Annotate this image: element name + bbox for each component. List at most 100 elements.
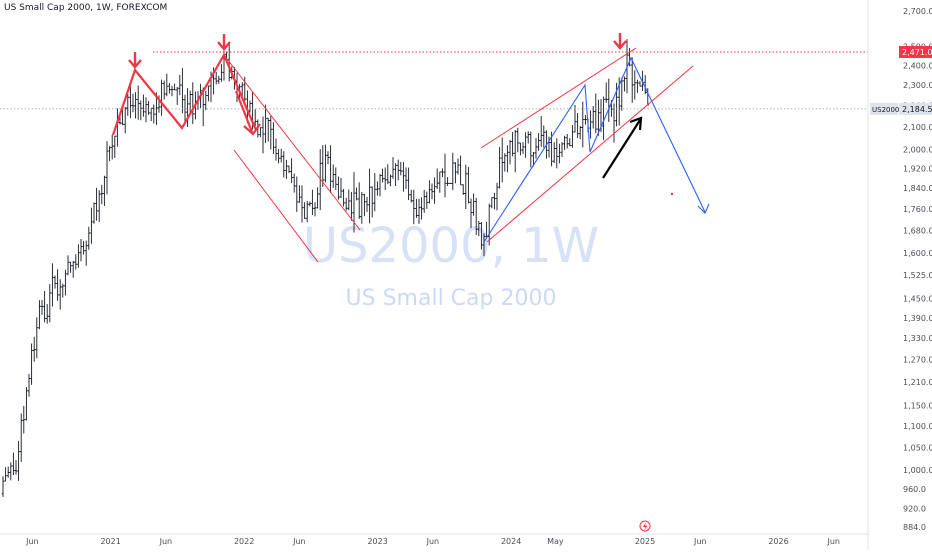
time-axis[interactable]: Jun 2021 Jun 2022 Jun 2023 Jun 2024 May 2025 Jun 20… [25, 537, 840, 546]
ohlc-bar [415, 198, 418, 218]
ohlc-bar [142, 94, 145, 117]
ohlc-bar [576, 113, 579, 138]
time-tick-label: 2024 [501, 537, 521, 546]
price-tick-label: 1,840.0 [903, 184, 932, 193]
ohlc-bar [300, 185, 304, 223]
ohlc-bar [347, 189, 351, 211]
ohlc-bar [27, 374, 31, 397]
time-tick-label: 2021 [100, 537, 120, 546]
ohlc-bar [129, 81, 132, 119]
ohlc-bar [311, 189, 314, 216]
ohlc-bar [422, 189, 426, 213]
ohlc-bar [90, 207, 93, 244]
ohlc-bar [448, 182, 452, 184]
price-axis[interactable]: 2,700.02,500.02,400.02,300.02,200.02,100… [870, 7, 932, 532]
ohlc-bar [342, 188, 345, 207]
ohlc-bar [71, 261, 75, 278]
watermark-description: US Small Cap 2000 [346, 286, 557, 311]
ohlc-bar [147, 100, 150, 115]
price-tick-label: 2,700.0 [903, 7, 932, 16]
ohlc-bar [82, 240, 85, 255]
time-tick-label: Jun [292, 537, 306, 546]
ohlc-bar [168, 82, 171, 94]
arrow-shaft [602, 119, 641, 179]
price-tick-label: 1,390.0 [903, 314, 932, 323]
ohlc-bar [316, 187, 319, 209]
ohlc-bar [121, 109, 124, 126]
ohlc-bar [181, 68, 184, 114]
projection-arrow-head-icon [697, 203, 710, 214]
ohlc-bar [464, 164, 468, 210]
ohlc-bar [136, 85, 140, 120]
ohlc-bar [51, 263, 54, 307]
ohlc-bar [350, 191, 353, 221]
ohlc-bar [480, 222, 483, 250]
ohlc-bar [1, 476, 5, 497]
ohlc-bar [376, 181, 379, 196]
ohlc-bar [144, 97, 148, 123]
ohlc-bar [324, 144, 327, 183]
ohlc-bar [389, 174, 392, 187]
event-lightning-icon[interactable] [639, 520, 651, 532]
ohlc-bar [383, 167, 387, 191]
ohlc-bar [451, 152, 455, 191]
last-price-tag [899, 102, 932, 115]
time-tick-label: 2025 [635, 537, 655, 546]
ohlc-bar [638, 81, 642, 87]
ohlc-bar [97, 190, 101, 222]
ohlc-bar [214, 72, 218, 85]
ohlc-bar [402, 162, 405, 192]
ohlc-bar [337, 176, 340, 200]
ohlc-bar [22, 405, 26, 434]
ohlc-bar [555, 138, 559, 169]
ohlc-bar [334, 167, 338, 191]
ohlc-bar [77, 244, 80, 268]
price-tick-label: 2,000.0 [903, 146, 932, 155]
symbol-legend[interactable]: US Small Cap 2000, 1W, FOREXCOM [4, 3, 168, 13]
time-tick-label: Jun [159, 537, 173, 546]
price-tick-label: 2,100.0 [903, 123, 932, 132]
ohlc-bar [308, 201, 312, 207]
price-tick-label: 1,600.0 [903, 249, 932, 258]
price-tick-label: 1,760.0 [903, 205, 932, 214]
ohlc-bar [399, 161, 403, 176]
ohlc-bar [298, 185, 301, 203]
ohlc-bar [272, 122, 275, 154]
ohlc-bar [113, 135, 117, 158]
ohlc-bar [539, 116, 543, 147]
ohlc-bar [508, 140, 512, 165]
ohlc-bar [373, 173, 377, 212]
ohlc-bar [131, 93, 135, 113]
ohlc-bar [516, 127, 520, 153]
ohlc-bar [248, 100, 252, 113]
ohlc-bar [160, 79, 163, 116]
ohlc-bar [321, 145, 325, 187]
ohlc-bar [188, 90, 192, 113]
ohlc-bar [461, 184, 465, 195]
ohlc-bar [594, 93, 598, 134]
ohlc-bar [152, 104, 156, 124]
resistance-price-label: 2,471.0 [902, 48, 932, 57]
ohlc-bar [493, 192, 496, 210]
ohlc-bar [40, 300, 44, 315]
ohlc-bar [264, 104, 267, 143]
ohlc-bar [563, 135, 566, 150]
ohlc-bar [378, 174, 382, 197]
ohlc-bar [17, 440, 20, 481]
ohlc-bar [409, 189, 413, 203]
ohlc-bar [456, 158, 460, 175]
ohlc-bar [217, 75, 221, 84]
double-top-pattern-line [111, 52, 257, 136]
ohlc-bar [498, 146, 501, 189]
price-tick-label: 1,920.0 [903, 165, 932, 174]
price-tick-label: 1,330.0 [903, 334, 932, 343]
price-tick-label: 1,000.0 [903, 466, 932, 475]
ohlc-bar [149, 107, 153, 122]
time-tick-label: Jun [826, 537, 840, 546]
ohlc-bar [435, 168, 439, 189]
ohlc-bar [191, 82, 195, 124]
ohlc-bar [474, 197, 478, 235]
ohlc-bar [126, 93, 130, 116]
